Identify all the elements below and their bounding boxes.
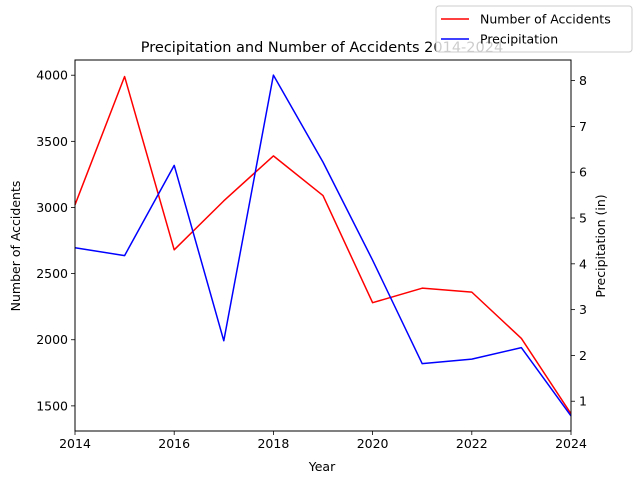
legend-label-precipitation: Precipitation <box>480 32 558 47</box>
left-y-tick-label: 1500 <box>36 398 68 413</box>
x-tick-label: 2016 <box>158 436 190 451</box>
x-axis: 2014 2016 2018 2020 2022 2024 <box>59 431 587 451</box>
x-axis-title: Year <box>308 459 336 474</box>
precipitation-line <box>74 74 572 417</box>
accidents-line <box>74 75 572 415</box>
left-y-tick-label: 4000 <box>36 68 68 83</box>
right-y-tick-label: 6 <box>579 165 587 180</box>
x-tick-label: 2024 <box>555 436 587 451</box>
left-y-tick-label: 2000 <box>36 332 68 347</box>
left-y-axis-title: Number of Accidents <box>8 181 23 312</box>
legend-label-accidents: Number of Accidents <box>480 12 611 27</box>
x-tick-label: 2020 <box>357 436 389 451</box>
x-tick-label: 2014 <box>59 436 91 451</box>
right-y-axis: 1 2 3 4 5 6 7 8 <box>571 73 587 409</box>
legend-frame <box>435 5 633 53</box>
right-y-tick-label: 4 <box>579 256 587 271</box>
x-tick-label: 2022 <box>456 436 488 451</box>
right-y-tick-label: 5 <box>579 211 587 226</box>
x-tick-label: 2018 <box>257 436 289 451</box>
right-y-tick-label: 2 <box>579 348 587 363</box>
chart-title: Precipitation and Number of Accidents 20… <box>141 40 503 56</box>
left-y-axis: 1500 2000 2500 3000 3500 4000 <box>36 68 75 413</box>
right-y-tick-label: 7 <box>579 119 587 134</box>
series-layer <box>74 74 572 417</box>
left-y-tick-label: 3500 <box>36 134 68 149</box>
plot-frame <box>74 59 572 432</box>
right-y-tick-label: 1 <box>579 394 587 409</box>
right-y-axis-title: Precipitation (in) <box>593 194 608 297</box>
legend: Number of Accidents Precipitation <box>435 5 633 53</box>
left-y-tick-label: 2500 <box>36 266 68 281</box>
right-y-tick-label: 3 <box>579 302 587 317</box>
right-y-tick-label: 8 <box>579 73 587 88</box>
left-y-tick-label: 3000 <box>36 200 68 215</box>
